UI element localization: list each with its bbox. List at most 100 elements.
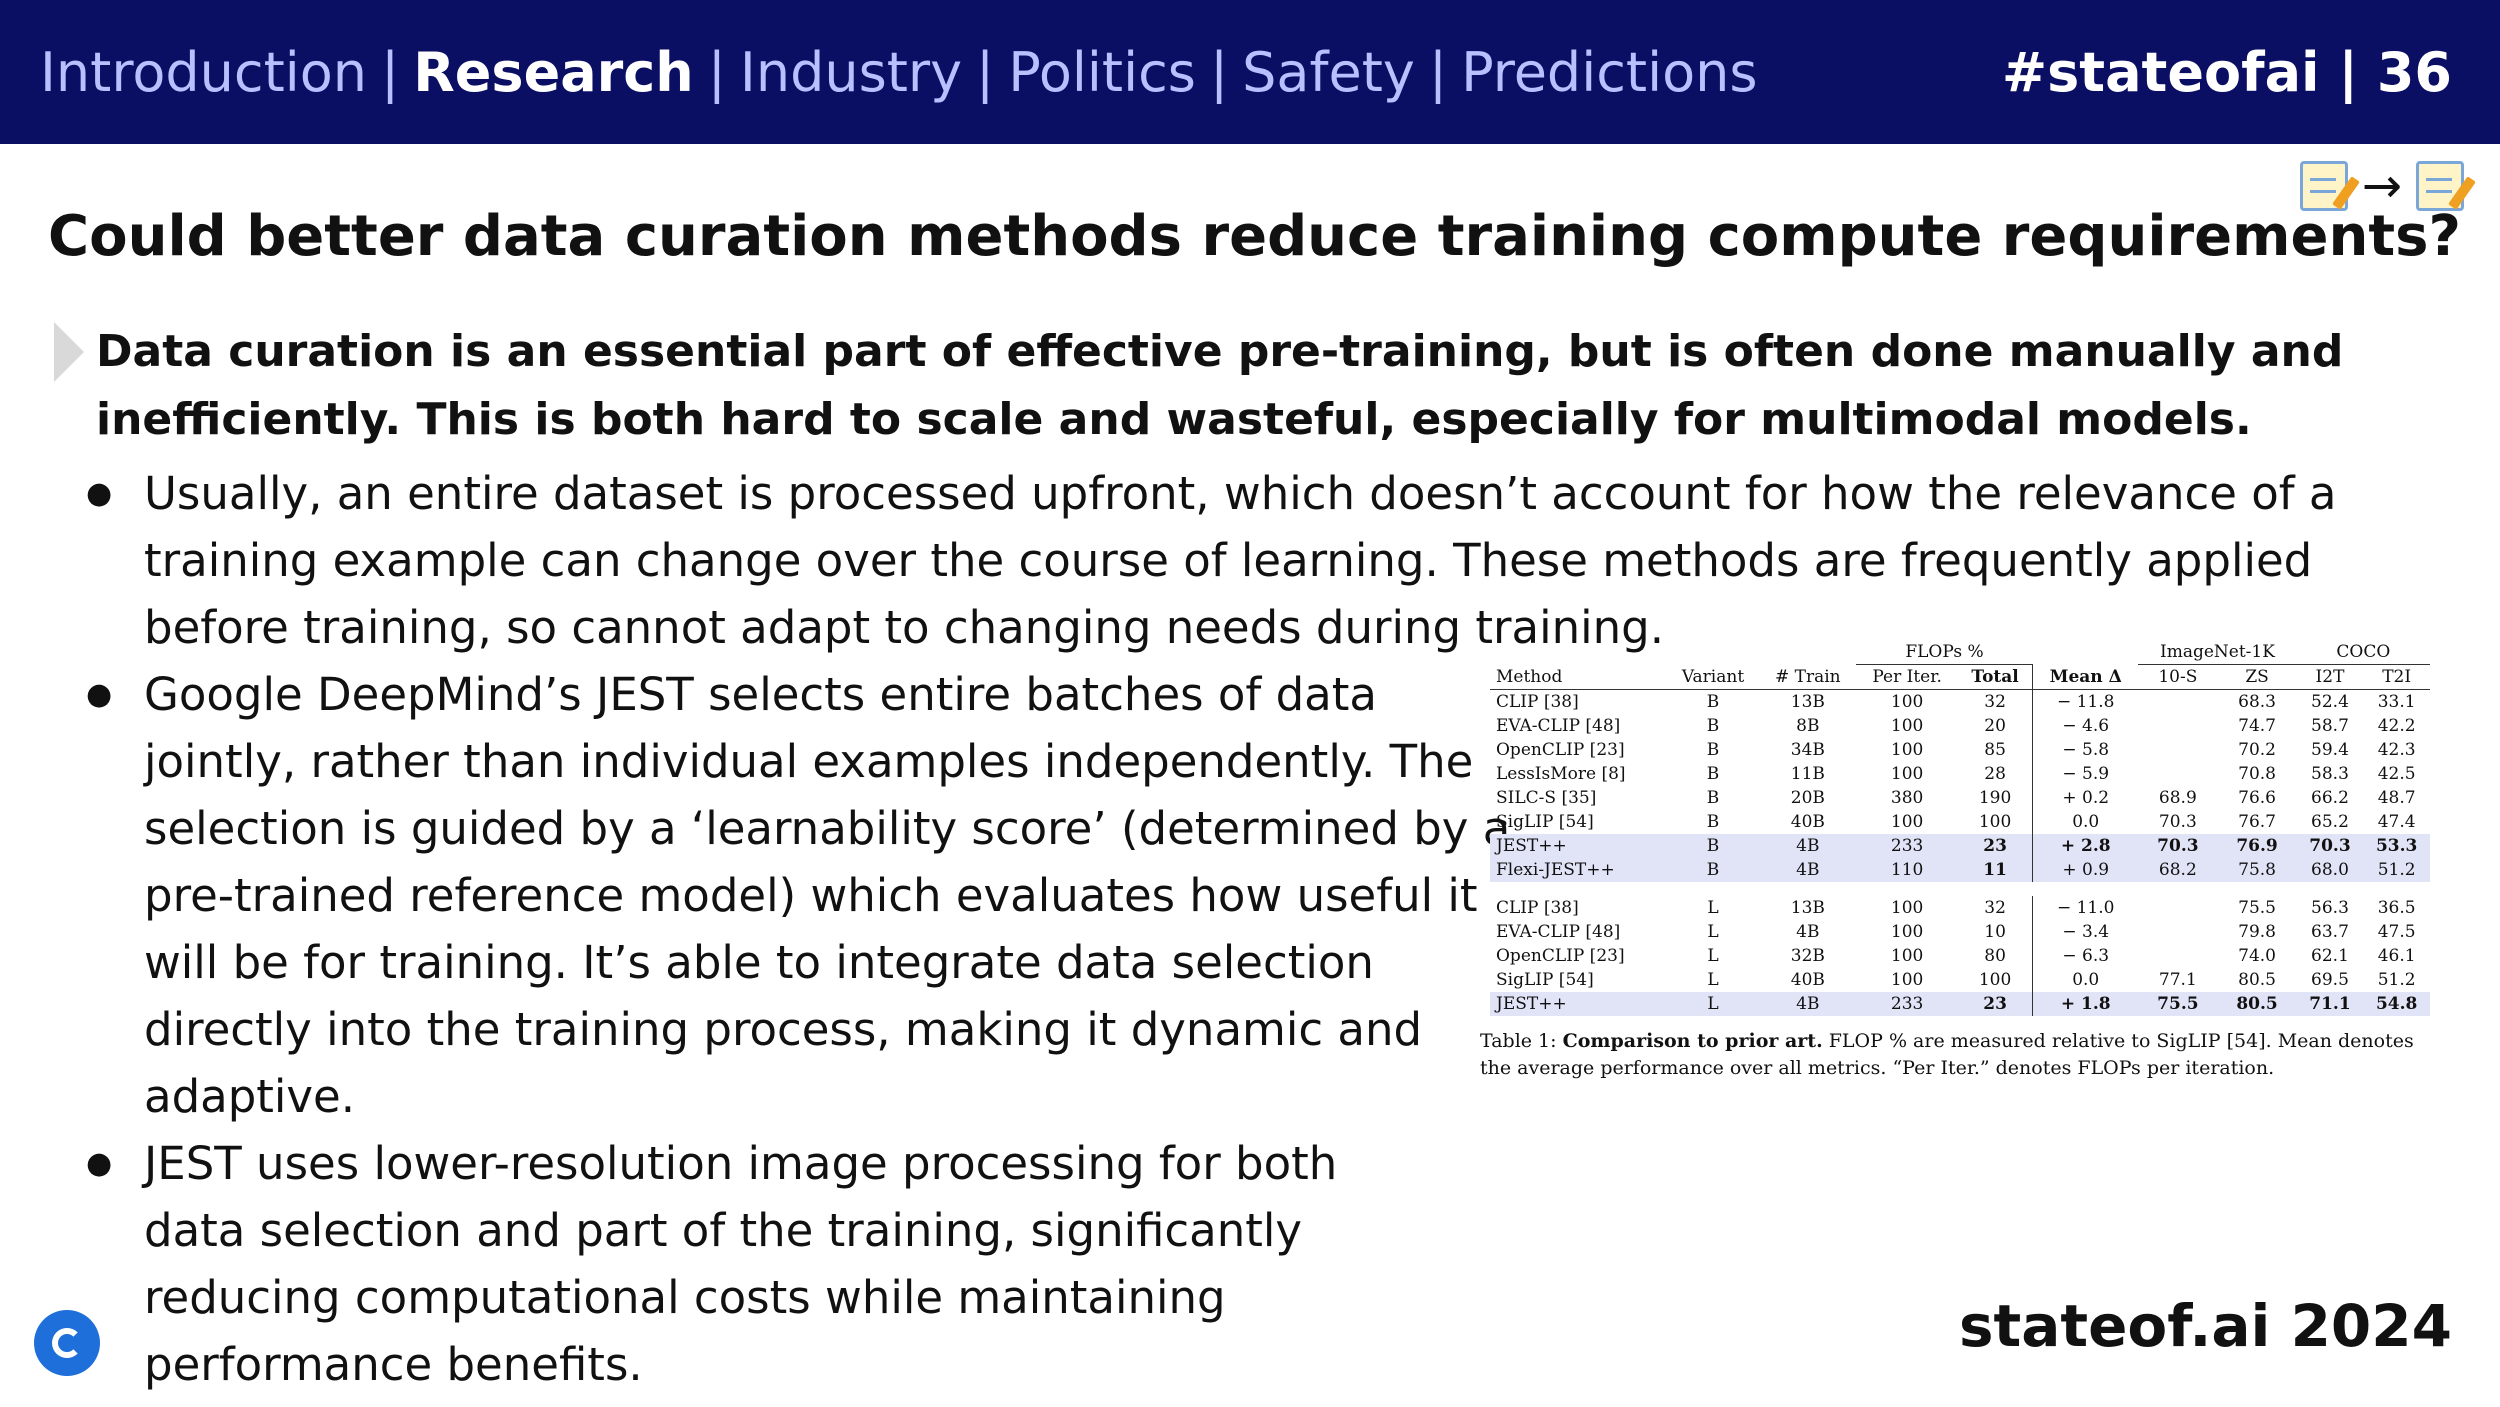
table-row: SILC-S [35] B 20B 380 190 + 0.2 68.9 76.6 66.2 48… [1490, 786, 2430, 810]
table-cell: 76.7 [2238, 812, 2276, 832]
table-row: OpenCLIP [23] B 34B 100 85 − 5.8 70.2 59.4 42.3 [1490, 738, 2430, 762]
table-cell: 74.7 [2238, 716, 2276, 736]
table-cell: 100 [1890, 812, 1924, 832]
table-cell: JEST++ [1490, 992, 1667, 1016]
table-cell: 63.7 [2311, 922, 2349, 942]
table-cell [2138, 738, 2217, 762]
table-cell: OpenCLIP [23] [1496, 946, 1625, 966]
memo-icon [2416, 161, 2476, 211]
table-cell: 10 [1984, 922, 2006, 942]
table-cell: 75.5 [2138, 992, 2218, 1016]
table-cell: − 11.0 [2032, 896, 2139, 920]
table-cell: 34B [1790, 740, 1825, 760]
nav-research[interactable]: Research [413, 40, 694, 104]
bullet-item: JEST uses lower-resolution image process… [86, 1130, 1444, 1398]
deepmind-logo-icon [34, 1310, 100, 1376]
table-cell: OpenCLIP [23] [1496, 740, 1625, 760]
table-row: JEST++ L 4B 233 23 + 1.8 75.5 80.5 71.1 54.8 [1490, 992, 2430, 1016]
table-cell: 80.5 [2238, 970, 2276, 990]
slide-id: #stateofai | 36 [2001, 40, 2452, 104]
table-cell: 20B [1790, 788, 1825, 808]
table-cell: 80 [1984, 946, 2006, 966]
column-header: Per Iter. [1856, 664, 1958, 690]
table-cell: 100 [1890, 692, 1924, 712]
table-cell: 33.1 [2377, 692, 2416, 712]
table-cell: 59.4 [2311, 740, 2349, 760]
table-cell: 233 [1856, 992, 1958, 1016]
caption-bold: Comparison to prior art. [1562, 1030, 1823, 1052]
table-cell: 8B [1796, 716, 1820, 736]
table-cell [2138, 944, 2217, 968]
table-caption: Table 1: Comparison to prior art. FLOP %… [1480, 1028, 2430, 1082]
table-cell: B [1706, 692, 1720, 712]
top-nav-bar: Introduction | Research | Industry | Pol… [0, 0, 2500, 144]
table-row: Flexi-JEST++ B 4B 110 11 + 0.9 68.2 75.8 68.0 51.… [1490, 858, 2430, 882]
memo-icon [2299, 161, 2360, 211]
table-cell [2138, 920, 2217, 944]
table-cell: CLIP [38] [1496, 898, 1579, 918]
table-cell: 80.5 [2217, 992, 2297, 1016]
table-row: JEST++ B 4B 233 23 + 2.8 70.3 76.9 70.3 53.3 [1490, 834, 2430, 858]
table-cell: 32 [1984, 898, 2006, 918]
comparison-table: FLOPs % ImageNet-1K COCO Method Variant # … [1490, 640, 2430, 1016]
table-cell: 11B [1790, 764, 1825, 784]
table-cell [2138, 896, 2217, 920]
table-cell: 40B [1790, 970, 1825, 990]
table-cell: 51.2 [2363, 858, 2430, 882]
table-cell: 23 [1957, 834, 2033, 858]
column-header: ZS [2217, 664, 2297, 690]
table-cell: 28 [1984, 764, 2006, 784]
nav-introduction[interactable]: Introduction [40, 40, 368, 104]
table-cell: 0.0 [2032, 810, 2139, 834]
column-header: I2T [2296, 664, 2364, 690]
table-cell: 85 [1984, 740, 2006, 760]
table-cell [2138, 762, 2217, 786]
nav-separator: | [1428, 40, 1448, 104]
nav-politics[interactable]: Politics [1008, 40, 1196, 104]
table-body-large: CLIP [38] L 13B 100 32− 11.0 75.5 56.3 36.5 EVA-… [1490, 896, 2430, 1016]
table-cell: B [1666, 858, 1760, 882]
table-cell: 68.0 [2296, 858, 2364, 882]
table-row: CLIP [38] B 13B 100 32 − 11.8 68.3 52.4 33.1 [1490, 689, 2430, 715]
table-cell [2138, 690, 2217, 715]
column-header: Variant [1666, 664, 1760, 690]
column-header: Total [1957, 664, 2033, 690]
bullet-item: Google DeepMind’s JEST selects entire ba… [86, 661, 1534, 1130]
nav-separator: | [1209, 40, 1229, 104]
table-cell: − 5.8 [2032, 738, 2139, 762]
table-row: EVA-CLIP [48] B 8B 100 20 − 4.6 74.7 58.7 42.2 [1490, 714, 2430, 738]
table-cell: 100 [1890, 764, 1924, 784]
table-cell: 68.2 [2138, 858, 2218, 882]
table-cell: B [1706, 764, 1720, 784]
nav-predictions[interactable]: Predictions [1461, 40, 1758, 104]
table-cell: 13B [1790, 692, 1825, 712]
table-cell: 53.3 [2363, 834, 2430, 858]
table-cell: 40B [1790, 812, 1825, 832]
nav-industry[interactable]: Industry [739, 40, 963, 104]
table-header-row: Method Variant # Train Per Iter. Total Mean Δ… [1490, 664, 2430, 690]
table-row: CLIP [38] L 13B 100 32 − 11.0 75.5 56.3 36.5 [1490, 896, 2430, 920]
table-cell: EVA-CLIP [48] [1496, 716, 1621, 736]
table-cell: 65.2 [2311, 812, 2349, 832]
table-cell: 100 [1890, 922, 1924, 942]
table-cell: SigLIP [54] [1496, 812, 1594, 832]
table-cell: 20 [1984, 716, 2006, 736]
table-cell: 100 [1890, 946, 1924, 966]
table-row: LessIsMore [8] B 11B 100 28 − 5.9 70.8 58.3 42.5 [1490, 762, 2430, 786]
table-cell: 70.3 [2296, 834, 2364, 858]
table-cell: 42.5 [2377, 764, 2416, 784]
table-cell: 74.0 [2238, 946, 2276, 966]
table-cell: 76.6 [2238, 788, 2276, 808]
table-cell: 48.7 [2377, 788, 2416, 808]
column-header: Mean Δ [2032, 664, 2139, 690]
caption-text: FLOP % are measured relative to SigLIP [… [1480, 1030, 2414, 1079]
table-cell: 36.5 [2377, 898, 2416, 918]
table-cell: 380 [1890, 788, 1924, 808]
nav-safety[interactable]: Safety [1242, 40, 1415, 104]
table-cell: 100 [1890, 898, 1924, 918]
table-cell: + 0.2 [2032, 786, 2139, 810]
lead-marker-icon [54, 322, 84, 382]
table-cell: 79.8 [2238, 922, 2276, 942]
table-cell: 100 [1890, 970, 1924, 990]
table-cell: 47.4 [2377, 812, 2416, 832]
